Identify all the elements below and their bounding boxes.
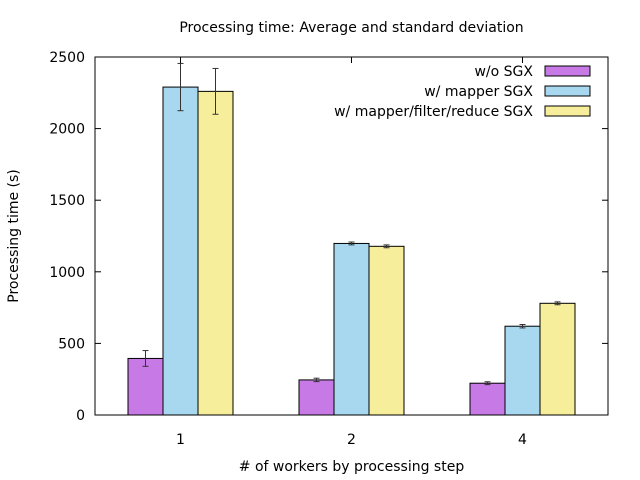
bar xyxy=(333,242,370,416)
legend-label: w/ mapper SGX xyxy=(424,84,533,100)
bar xyxy=(539,302,576,416)
legend-label: w/ mapper/filter/reduce SGX xyxy=(334,104,533,120)
y-tick-label: 500 xyxy=(58,336,85,352)
bar xyxy=(469,382,506,416)
bar xyxy=(504,325,541,416)
x-tick-label: 1 xyxy=(176,432,185,448)
y-axis-label: Processing time (s) xyxy=(6,169,22,303)
y-tick-label: 1000 xyxy=(49,265,85,281)
legend-swatch xyxy=(544,65,591,77)
bar xyxy=(127,357,164,416)
y-tick-label: 1500 xyxy=(49,193,85,209)
legend: w/o SGX w/ mapper SGX w/ mapper/filter/red… xyxy=(334,64,591,120)
x-tick-label: 4 xyxy=(518,432,527,448)
plot-area: 0 500 1000 1500 2000 2500 1 2 4 xyxy=(49,50,609,448)
x-tick-label: 2 xyxy=(347,432,356,448)
legend-swatch xyxy=(544,105,591,117)
plot-frame xyxy=(94,56,609,416)
bar xyxy=(298,379,335,416)
x-axis-label: # of workers by processing step xyxy=(239,459,465,475)
bar xyxy=(368,245,405,416)
chart-title: Processing time: Average and standard de… xyxy=(179,20,523,36)
y-tick-label: 0 xyxy=(76,408,85,424)
y-tick-label: 2000 xyxy=(49,122,85,138)
y-tick-label: 2500 xyxy=(49,50,85,66)
bar xyxy=(197,90,234,416)
legend-swatch xyxy=(544,85,591,97)
legend-label: w/o SGX xyxy=(474,64,533,80)
bar xyxy=(162,86,199,416)
